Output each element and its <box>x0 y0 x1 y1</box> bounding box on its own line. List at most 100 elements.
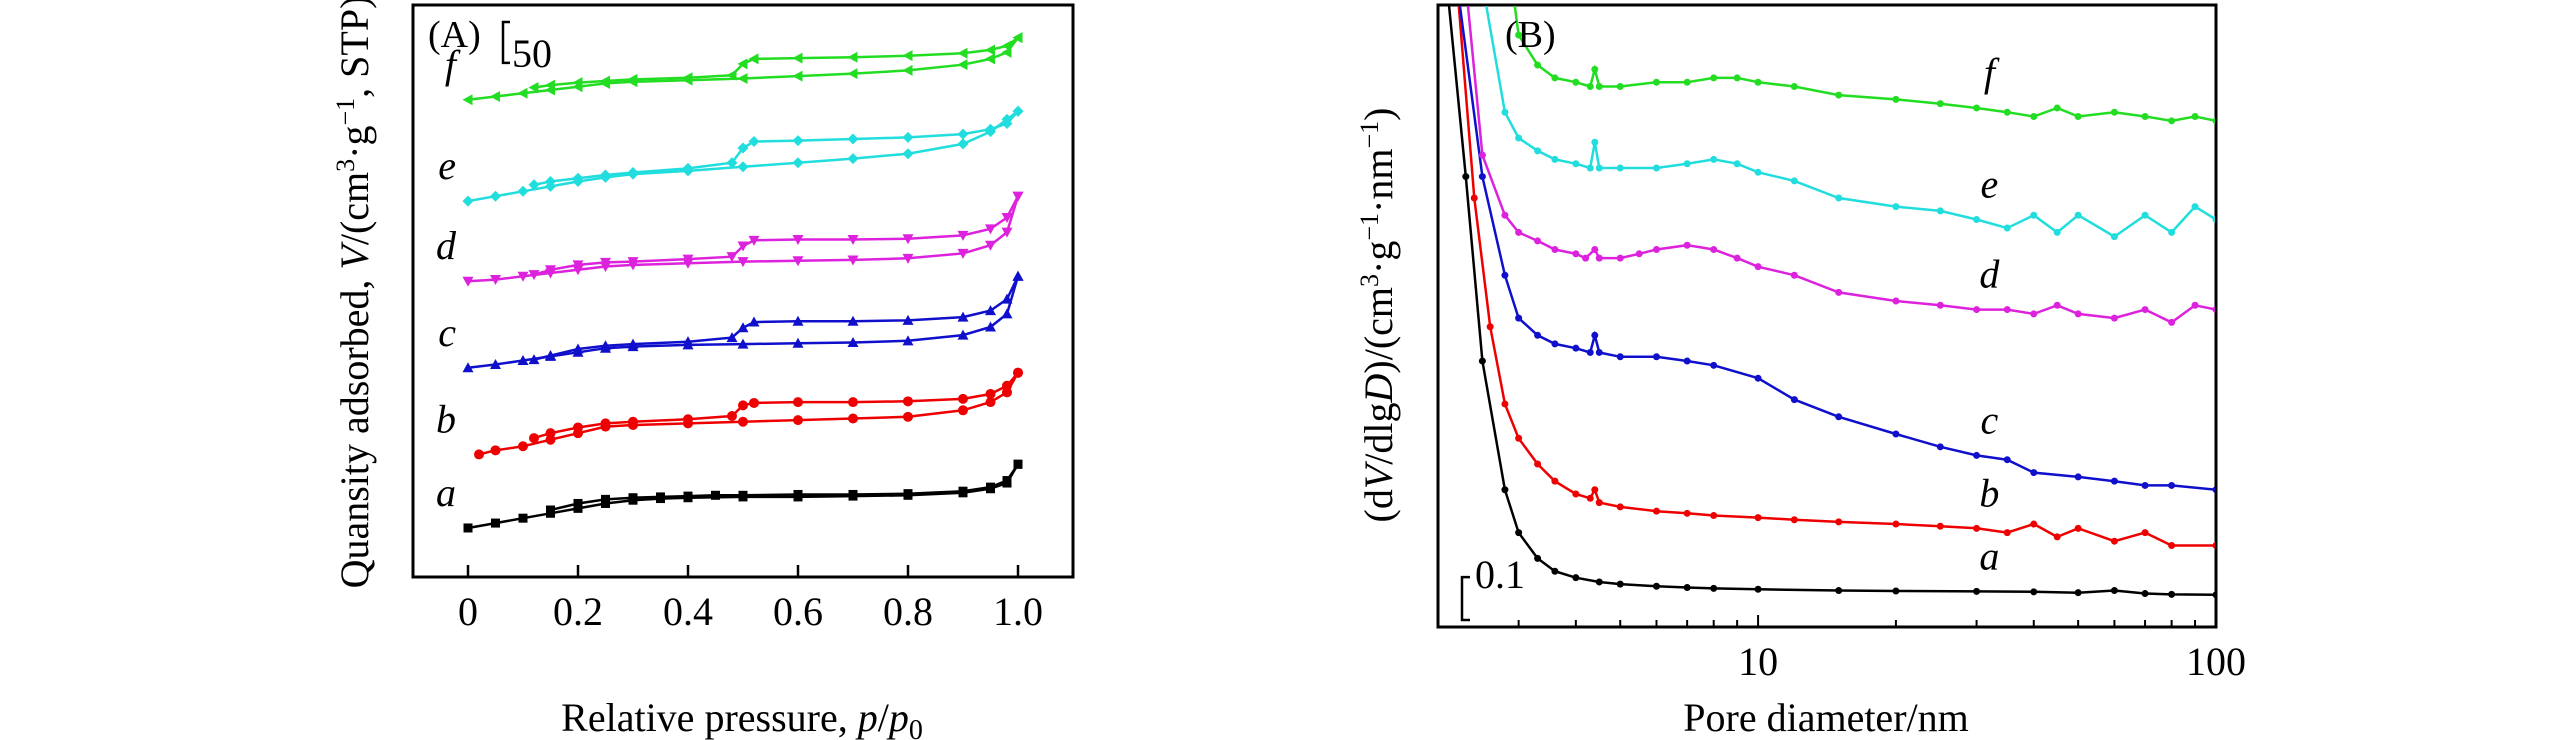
series-a-desorption-point <box>546 505 555 515</box>
series-f-point <box>2141 113 2149 121</box>
series-b-point <box>1551 477 1559 485</box>
series-d-point <box>2053 301 2061 309</box>
series-b-point <box>2110 537 2118 545</box>
series-f-point <box>1892 95 1900 103</box>
series-a-point <box>1652 582 1660 590</box>
series-f-point <box>1616 83 1624 91</box>
series-f-adsorption-point <box>792 70 803 82</box>
series-a-desorption-point <box>903 489 913 499</box>
series-b-point <box>1595 499 1603 507</box>
series-e-adsorption-point <box>517 185 529 197</box>
series-c-point <box>2074 473 2082 481</box>
series-b-point <box>2003 529 2011 537</box>
series-b-point <box>1973 524 1981 532</box>
series-e-adsorption-line <box>467 110 1019 203</box>
series-a-line <box>1447 6 2215 597</box>
series-b-point <box>2212 542 2215 549</box>
series-b-point <box>2053 533 2061 541</box>
series-f-point <box>1683 78 1691 86</box>
series-e-point <box>2168 228 2176 236</box>
series-b-adsorption-point <box>474 449 484 460</box>
curve-label-d: d <box>436 223 457 268</box>
series-c-desorption-line <box>533 275 1020 361</box>
series-b-point <box>2030 520 2038 528</box>
series-d-desorption-point <box>528 270 540 281</box>
series-c-adsorption-point <box>902 335 914 346</box>
series-c-point <box>1973 451 1981 459</box>
series-b-desorption-point <box>529 433 539 444</box>
series-b-adsorption-point <box>958 405 968 416</box>
curve-label-f: f <box>1984 50 2000 95</box>
series-d-adsorption-point <box>847 255 859 266</box>
series-f-point <box>2168 117 2176 125</box>
series-b-adsorption-point <box>793 415 803 426</box>
series-e-desorption-point <box>1012 105 1024 117</box>
series-f-point <box>1754 78 1762 86</box>
series-e-desorption-point <box>627 167 639 179</box>
series-e-point <box>1572 160 1580 168</box>
series-e-adsorption-point <box>462 195 474 207</box>
series-f-desorption-line <box>533 36 1019 89</box>
panel-a-ylabel: Quansity adsorbed, V/(cm3·g−1, STP) <box>331 0 377 588</box>
series-d-desorption-point <box>627 257 639 268</box>
series-c-point <box>1551 340 1559 348</box>
series-f-adsorption-point <box>462 94 473 106</box>
series-b-desorption-point <box>848 397 858 408</box>
series-f-point <box>1551 74 1559 82</box>
series-c <box>1458 6 2215 494</box>
series-d-point <box>1616 254 1624 262</box>
series-c-point <box>1478 173 1486 181</box>
series-b-desorption-point <box>985 388 996 399</box>
series-e-point <box>1591 138 1599 146</box>
series-f-adsorption-point <box>517 87 528 99</box>
series-e-point <box>1534 147 1542 155</box>
series-d-point <box>2141 306 2149 314</box>
series-b <box>1457 6 2215 549</box>
series-f-point <box>1936 100 1944 108</box>
series-b <box>474 367 1023 460</box>
series-d-desorption-point <box>726 252 738 263</box>
series-e-point <box>1790 177 1798 185</box>
series-c-point <box>2110 477 2118 485</box>
curve-label-b: b <box>1979 470 1999 515</box>
x-tick-label: 0.8 <box>883 589 933 634</box>
series-e-point <box>1652 164 1660 172</box>
series-a-point <box>1478 357 1486 365</box>
series-f-line <box>1513 6 2215 123</box>
series-b-adsorption-point <box>985 397 996 408</box>
series-a-point <box>1835 587 1843 595</box>
series-e-adsorption-point <box>490 190 501 202</box>
series-a-point <box>1754 585 1762 593</box>
series-c-point <box>2141 481 2149 489</box>
series-e-point <box>2110 233 2118 241</box>
series-b-point <box>1591 486 1599 494</box>
series-e-adsorption-point <box>792 157 804 169</box>
series-e-desorption-point <box>682 162 694 174</box>
x-tick-label: 1.0 <box>993 589 1043 634</box>
series-e-desorption-point <box>726 157 738 169</box>
series-d-point <box>1551 246 1559 254</box>
series-c-point <box>2003 456 2011 464</box>
series-e-desorption-point <box>545 176 556 188</box>
series-d-line <box>1466 6 2215 324</box>
panel-b-curve-labels: abc d e f <box>1979 50 2000 578</box>
curve-label-c: c <box>1981 397 1999 442</box>
series-f-point <box>1652 78 1660 86</box>
series-b-desorption-point <box>1002 380 1012 391</box>
series-b-desorption-point <box>749 397 759 408</box>
series-a-point <box>2074 589 2082 597</box>
series-a-adsorption-point <box>463 523 473 533</box>
series-c-desorption-point <box>682 336 694 347</box>
series-d-adsorption-point <box>490 275 501 286</box>
series-e-desorption-point <box>1001 117 1013 129</box>
series-f-point <box>2110 108 2118 116</box>
x-tick-label: 0.6 <box>773 589 823 634</box>
series-a-point <box>2110 587 2118 595</box>
series-c-desorption-point <box>545 350 556 361</box>
panel-a-series <box>462 32 1024 533</box>
series-c-point <box>1515 314 1523 322</box>
series-d-desorption-point <box>847 235 859 246</box>
series-b-desorption-point <box>903 396 913 407</box>
series-a-adsorption-point <box>491 518 500 528</box>
series-f-point <box>1733 74 1741 82</box>
